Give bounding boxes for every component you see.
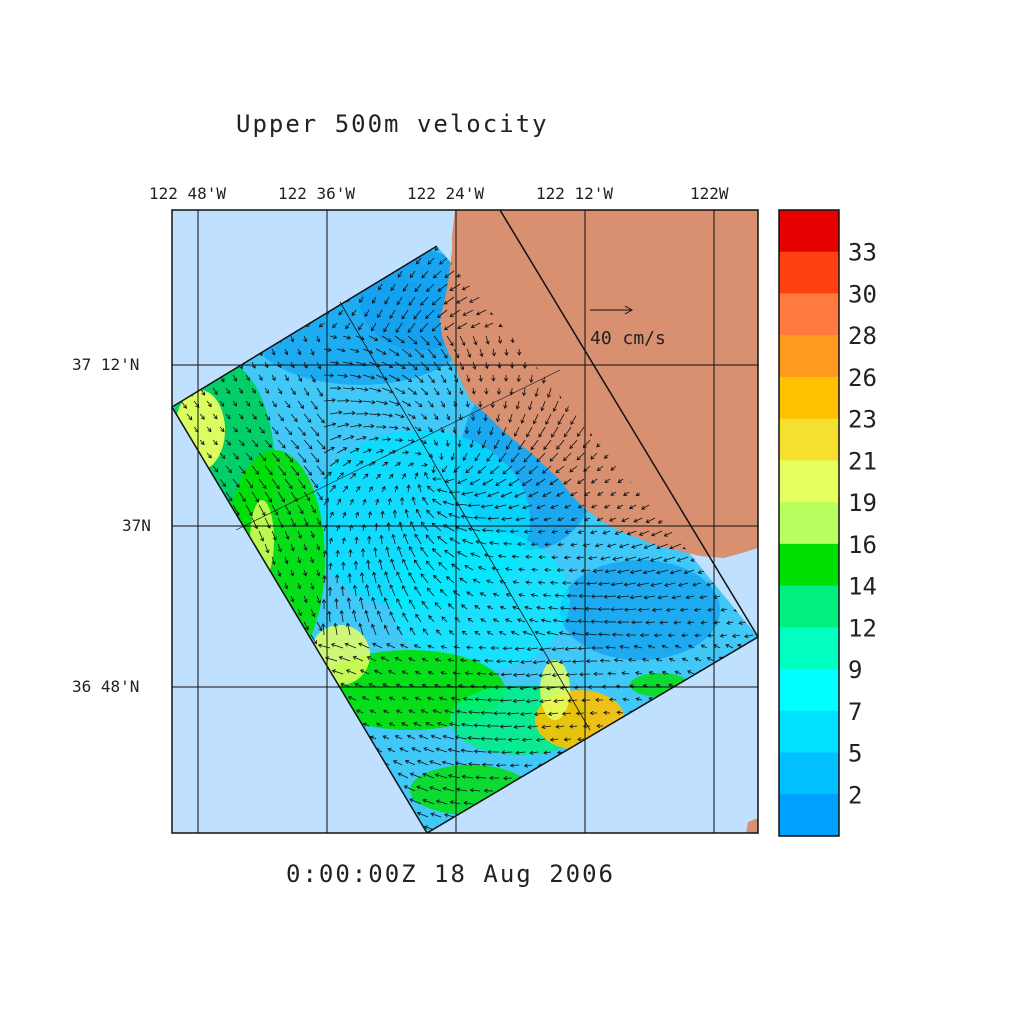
speed-region <box>390 530 570 670</box>
colorbar-swatch <box>779 460 839 503</box>
colorbar-label: 7 <box>848 698 862 726</box>
colorbar-swatch <box>779 752 839 795</box>
latitude-labels: 37 12'N 37N 36 48'N <box>72 355 151 696</box>
colorbar-label: 9 <box>848 656 862 684</box>
map-title: Upper 500m velocity <box>236 110 549 138</box>
colorbar-label: 5 <box>848 740 862 768</box>
reference-vector-label: 40 cm/s <box>590 328 666 349</box>
colorbar-border <box>778 209 840 837</box>
map-frame <box>172 210 758 833</box>
colorbar-swatch <box>779 335 839 378</box>
domain-diagonal <box>339 301 591 731</box>
colorbar-label: 30 <box>848 280 877 308</box>
colorbar-swatch <box>779 502 839 545</box>
colorbar-label: 23 <box>848 406 877 434</box>
colorbar-label: 21 <box>848 447 877 475</box>
lat-label-1: 37 12'N <box>72 355 139 374</box>
lon-label-4: 122 12'W <box>536 184 613 203</box>
domain-boundary <box>172 210 758 833</box>
domain-outline <box>172 210 758 833</box>
lon-label-1: 122 48'W <box>149 184 226 203</box>
colorbar-label: 19 <box>848 489 877 517</box>
colorbar: 33 30 28 26 23 21 19 16 14 12 9 7 5 2 <box>778 209 877 837</box>
lon-label-5: 122W <box>690 184 729 203</box>
colorbar-swatch <box>779 669 839 712</box>
colorbar-swatch <box>779 627 839 670</box>
colorbar-swatch <box>779 710 839 754</box>
lon-label-2: 122 36'W <box>278 184 355 203</box>
colorbar-swatch <box>779 210 839 253</box>
colorbar-swatch <box>779 794 839 837</box>
grid-lines <box>172 210 758 833</box>
map-border <box>171 209 759 834</box>
map-timestamp: 0:00:00Z 18 Aug 2006 <box>286 860 615 888</box>
longitude-labels: 122 48'W 122 36'W 122 24'W 122 12'W 122W <box>149 184 729 203</box>
colorbar-swatch <box>779 293 839 336</box>
domain-diagonal <box>235 369 561 531</box>
lat-label-3: 36 48'N <box>72 677 139 696</box>
colorbar-label: 14 <box>848 573 877 601</box>
reference-arrow-head <box>624 305 634 315</box>
reference-vector: 40 cm/s <box>590 305 666 349</box>
colorbar-label: 16 <box>848 531 877 559</box>
colorbar-label: 28 <box>848 322 877 350</box>
colorbar-swatch <box>779 376 839 420</box>
colorbar-swatch <box>779 418 839 461</box>
colorbar-swatch <box>779 543 839 587</box>
colorbar-label: 12 <box>848 614 877 642</box>
colorbar-swatch <box>779 251 839 294</box>
lat-label-2: 37N <box>122 516 151 535</box>
colorbar-swatch <box>779 585 839 628</box>
lon-label-3: 122 24'W <box>407 184 484 203</box>
land-mass <box>440 210 758 558</box>
colorbar-label: 2 <box>848 781 862 809</box>
colorbar-label: 33 <box>848 239 877 267</box>
speed-region <box>540 660 570 720</box>
land-islet <box>746 818 758 833</box>
colorbar-label: 26 <box>848 364 877 392</box>
